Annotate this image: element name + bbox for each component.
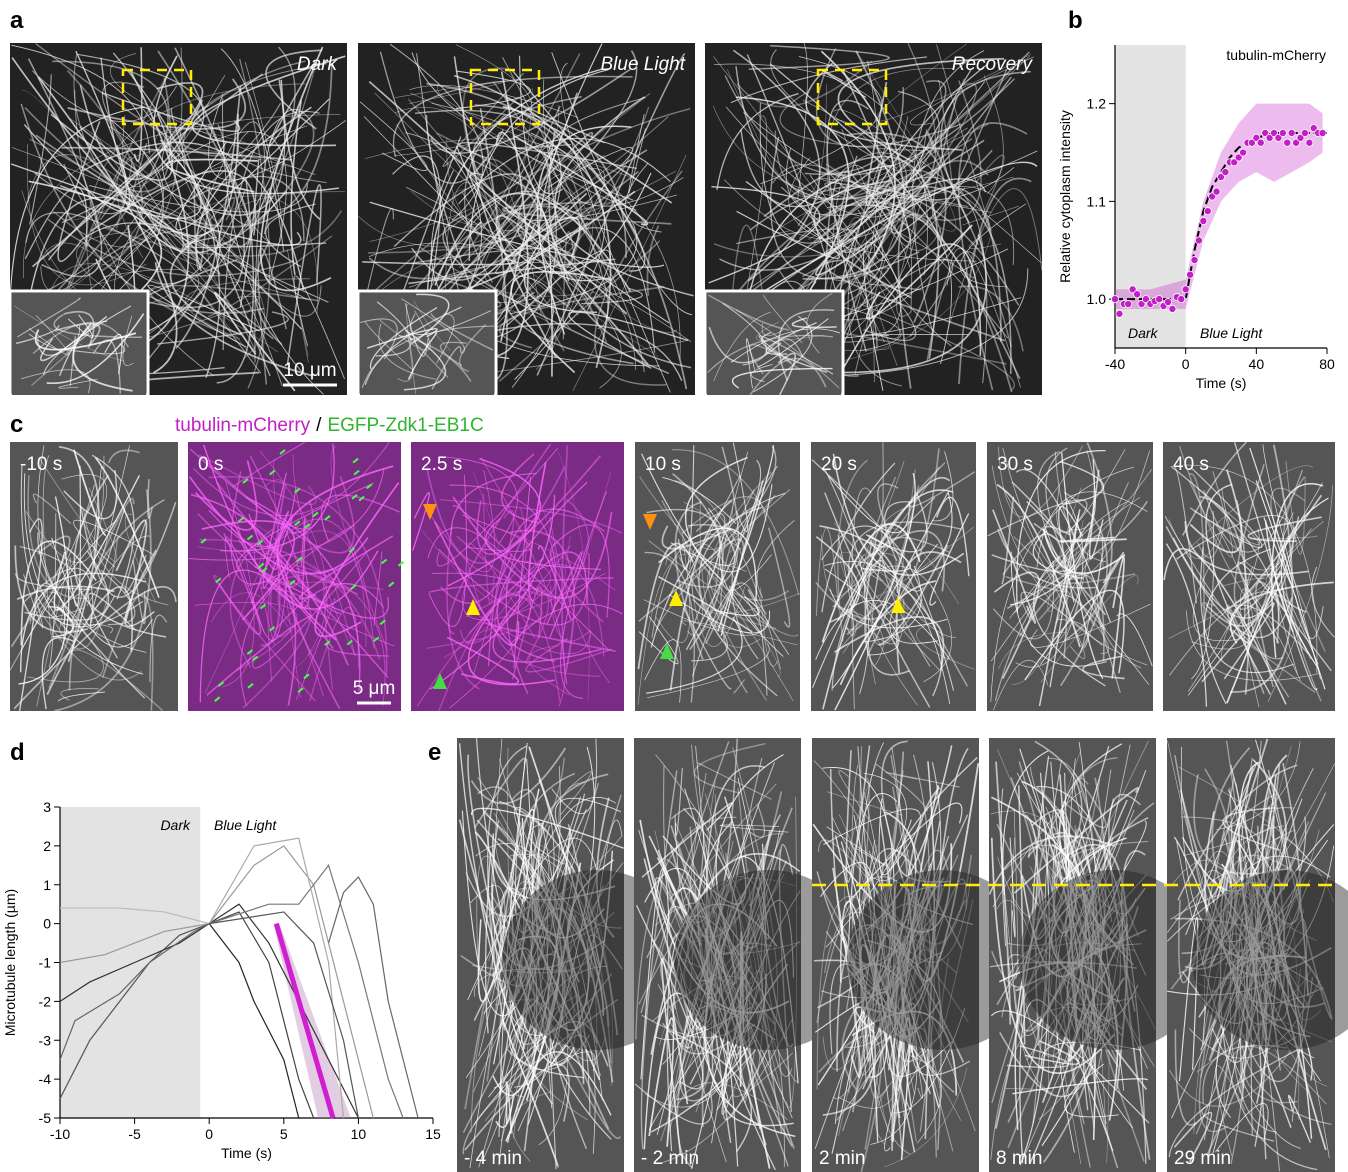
- label: e: [428, 739, 441, 766]
- micrograph: [987, 442, 1153, 711]
- trace: [209, 865, 403, 1118]
- label: a: [10, 7, 24, 34]
- label: 15: [425, 1126, 441, 1142]
- label: 10 s: [645, 454, 681, 475]
- data-point: [1195, 237, 1202, 244]
- data-point: [1306, 139, 1313, 146]
- data-point: [1204, 208, 1211, 215]
- title-part: /: [316, 415, 322, 436]
- data-point: [1200, 217, 1207, 224]
- label: 5: [280, 1126, 288, 1142]
- label: Relative cytoplasm intensity: [1057, 110, 1073, 283]
- label: Blue Light: [600, 54, 685, 75]
- data-point: [1284, 139, 1291, 146]
- data-point: [1222, 168, 1229, 175]
- mean-line: [276, 924, 333, 1118]
- label: Recovery: [952, 54, 1034, 75]
- data-point: [1301, 129, 1308, 136]
- label: 29 min: [1174, 1148, 1231, 1169]
- label: - 4 min: [464, 1148, 522, 1169]
- label: tubulin-mCherry: [1226, 47, 1326, 63]
- label: d: [10, 739, 25, 766]
- label: - 2 min: [641, 1148, 699, 1169]
- label: 0 s: [198, 454, 223, 475]
- label: 1.2: [1087, 96, 1107, 112]
- label: 80: [1319, 356, 1335, 372]
- label: 2 min: [819, 1148, 865, 1169]
- label: -40: [1105, 356, 1125, 372]
- label: 40 s: [1173, 454, 1209, 475]
- data-point: [1319, 129, 1326, 136]
- label: 10: [351, 1126, 367, 1142]
- label: 1.0: [1087, 291, 1107, 307]
- data-point: [1116, 310, 1123, 317]
- label: Blue Light: [214, 817, 277, 833]
- label: -3: [39, 1032, 52, 1048]
- title-part: EGFP-Zdk1-EB1C: [327, 415, 483, 436]
- data-point: [1213, 188, 1220, 195]
- label: 30 s: [997, 454, 1033, 475]
- data-point: [1288, 129, 1295, 136]
- label: 40: [1249, 356, 1265, 372]
- data-point: [1186, 271, 1193, 278]
- micrograph: [1163, 442, 1335, 711]
- data-point: [1182, 286, 1189, 293]
- label: 1: [43, 877, 51, 893]
- micrograph: [12, 293, 146, 395]
- label: -5: [128, 1126, 141, 1142]
- label: Microtubule length (µm): [2, 889, 18, 1036]
- label: b: [1068, 7, 1083, 34]
- label: -5: [39, 1110, 52, 1126]
- micrograph: [411, 442, 624, 711]
- label: -2: [39, 993, 52, 1009]
- label: -4: [39, 1071, 52, 1087]
- micrograph: [707, 293, 841, 395]
- data-point: [1257, 139, 1264, 146]
- label: -10 s: [20, 454, 62, 475]
- data-point: [1111, 296, 1118, 303]
- label: Dark: [297, 54, 339, 75]
- label: c: [10, 411, 23, 438]
- label: 2.5 s: [421, 454, 462, 475]
- micrograph: [811, 442, 976, 711]
- data-point: [1239, 149, 1246, 156]
- title-part: tubulin-mCherry: [175, 415, 311, 436]
- label: 2: [43, 838, 51, 854]
- data-point: [1164, 298, 1171, 305]
- label: -1: [39, 955, 52, 971]
- label: 8 min: [996, 1148, 1042, 1169]
- data-point: [1169, 305, 1176, 312]
- data-point: [1279, 129, 1286, 136]
- micrograph: [10, 442, 178, 711]
- micrograph: [635, 442, 800, 711]
- shaded-region: [60, 807, 200, 1118]
- label: Dark: [1128, 325, 1159, 341]
- data-point: [1191, 256, 1198, 263]
- micrograph: [360, 293, 494, 395]
- data-point: [1178, 296, 1185, 303]
- label: 0: [1182, 356, 1190, 372]
- data-point: [1156, 296, 1163, 303]
- figure: a b c d e Dark Blue Light Recovery 10 μm tubulin-…: [0, 0, 1348, 1172]
- label: 20 s: [821, 454, 857, 475]
- label: 1.1: [1087, 193, 1107, 209]
- data-point: [1133, 291, 1140, 298]
- micrograph: [188, 442, 401, 711]
- label: 3: [43, 799, 51, 815]
- label: 5 μm: [353, 678, 396, 699]
- data-point: [1125, 300, 1132, 307]
- label: 0: [43, 916, 51, 932]
- label: 10 μm: [283, 360, 336, 381]
- label: 0: [205, 1126, 213, 1142]
- label: -10: [50, 1126, 70, 1142]
- label: Dark: [160, 817, 191, 833]
- panel-c-title: tubulin-mCherry/EGFP-Zdk1-EB1C: [175, 415, 484, 436]
- label: Time (s): [1196, 375, 1247, 391]
- label: Time (s): [221, 1145, 272, 1161]
- label: Blue Light: [1200, 325, 1263, 341]
